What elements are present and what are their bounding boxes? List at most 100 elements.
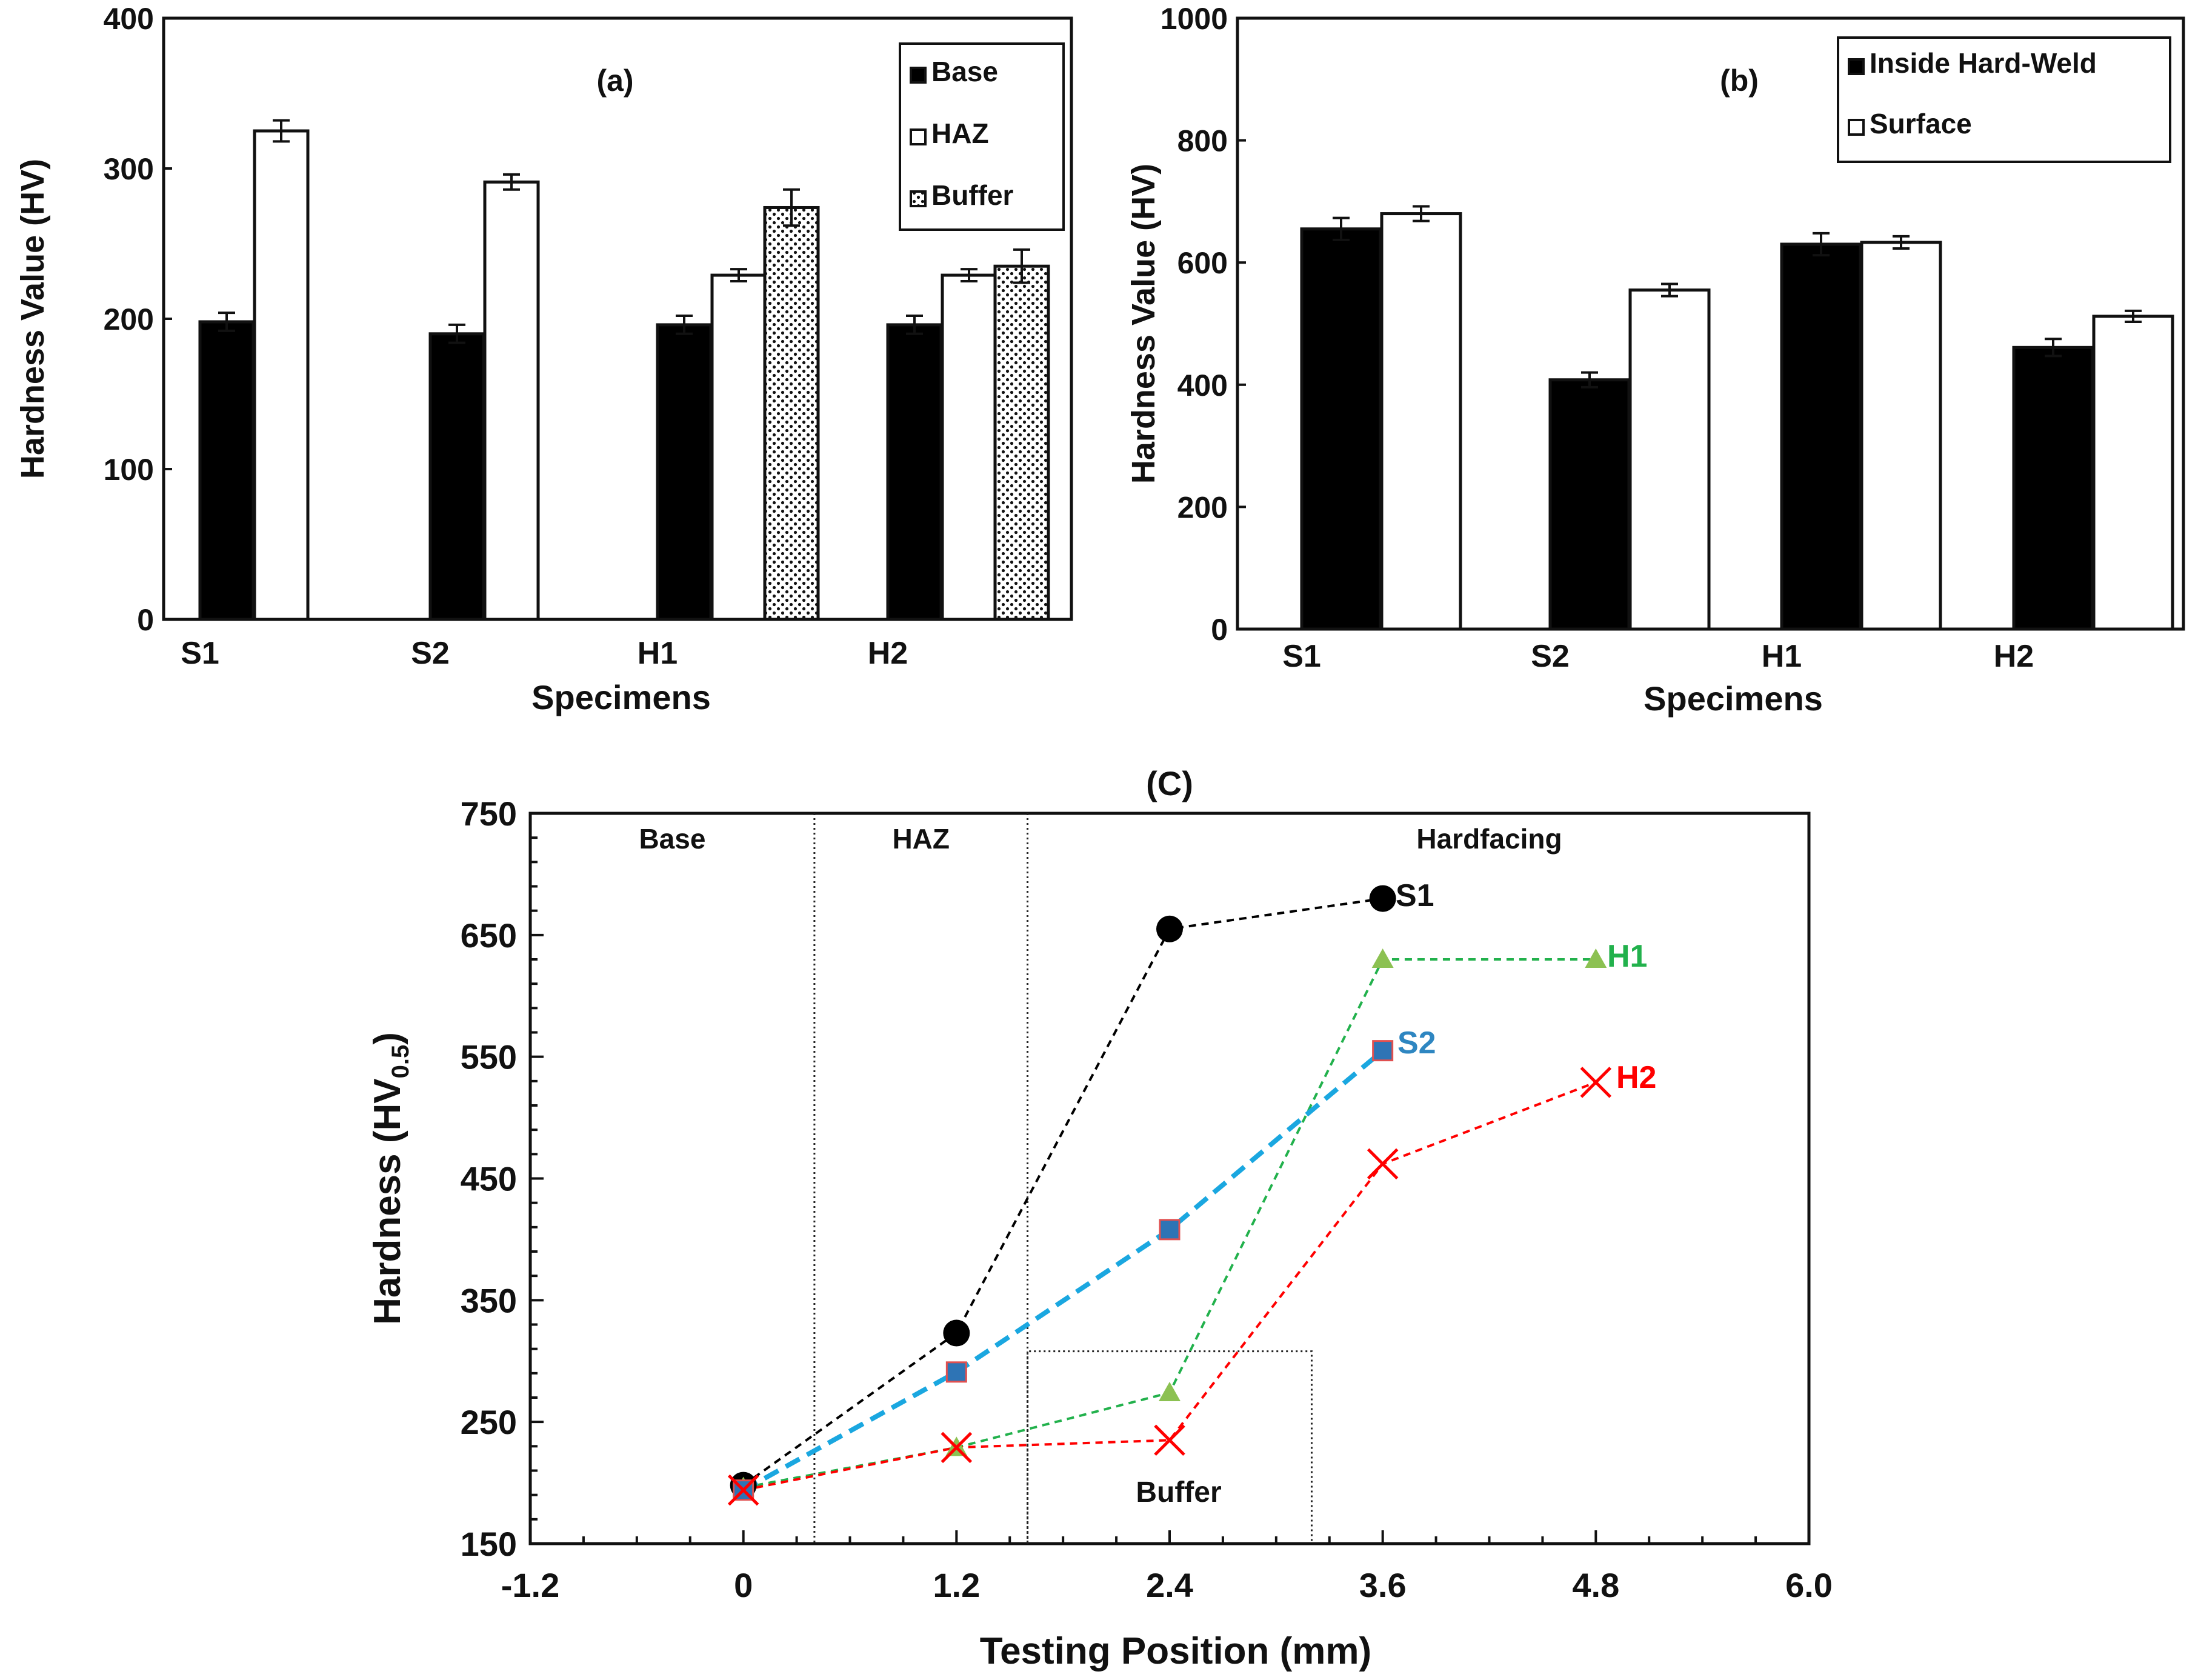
panel-label: (b) [1720,64,1759,98]
marker-s2 [1159,1219,1181,1241]
series-line-s2 [742,1048,1385,1493]
y-tick-label: 100 [104,453,154,487]
legend-swatch [910,128,927,145]
marker-s2 [1372,1040,1394,1062]
marker-s2 [945,1361,967,1383]
legend-swatch [1848,119,1865,136]
bar-inside-hard-weld [2012,345,2094,631]
marker-h2 [1154,1424,1185,1456]
y-axis-label-end: ) [367,1032,408,1045]
bar-surface [1628,288,1711,631]
bar-surface [1860,241,1942,631]
panel-label: (C) [1146,764,1193,802]
x-tick-label: 2.4 [1146,1566,1193,1604]
x-tick-label: -1.2 [501,1566,560,1604]
bar-inside-hard-weld [1780,242,1862,631]
y-tick-label: 400 [104,2,154,36]
x-axis-label: Specimens [1644,679,1823,718]
series-label-h1: H1 [1607,939,1647,974]
legend-label: Inside Hard-Weld [1870,47,2097,79]
y-tick-label: 400 [1177,368,1228,402]
panel-label: (a) [596,64,633,98]
x-axis-label: Testing Position (mm) [980,1630,1371,1672]
x-tick-label: 6.0 [1785,1566,1833,1604]
marker-h2 [727,1474,759,1506]
y-tick-label: 200 [1177,490,1228,524]
marker-h1 [1159,1381,1181,1401]
series-line-h2 [743,1081,1597,1492]
marker-s1 [1156,915,1183,942]
panel-b-hardness-bar-chart: 0 200 400 600 800 1000 Hardness Value (HV) Spec… [1125,2,2185,718]
x-tick-label: 3.6 [1359,1566,1407,1604]
y-axis-label-subscript: 0.5 [387,1045,414,1079]
marker-h2 [941,1432,973,1464]
marker-s1 [943,1319,970,1347]
y-tick-label: 550 [461,1038,517,1076]
x-tick-label: 4.8 [1572,1566,1619,1604]
y-tick-label: 300 [104,152,154,186]
category-label: H1 [638,636,678,671]
y-tick-label: 0 [137,603,154,637]
category-label: S2 [1531,639,1570,674]
panel-c-hardness-profile-chart: -1.2 0 1.2 2.4 3.6 4.8 6.0 150 250 350 450 550 650 75… [367,764,1833,1672]
legend-label: Buffer [931,179,1014,211]
category-label: S2 [411,636,450,671]
bar-haz [253,129,310,621]
legend-box [899,42,1065,231]
legend-swatch [1848,58,1865,75]
y-tick-label: 350 [461,1281,517,1319]
bar-buffer [993,264,1050,621]
y-tick-label: 150 [461,1525,517,1563]
bar-surface [1380,212,1462,631]
y-tick-label: 1000 [1161,2,1228,36]
series-label-s2: S2 [1397,1025,1436,1061]
marker-h2 [1580,1067,1612,1098]
bar-haz [483,180,540,621]
legend-label: HAZ [931,118,989,149]
marker-h2 [1367,1148,1399,1180]
buffer-box [1027,1350,1313,1544]
y-axis-label: Hardness Value (HV) [15,159,51,479]
bar-base [886,323,943,621]
category-label: H2 [1994,639,2034,674]
bar-buffer [763,205,820,621]
y-axis-label: Hardness Value (HV) [1125,164,1162,484]
category-label: S1 [181,636,219,671]
legend-label: Base [931,56,998,87]
region-label: Hardfacing [1416,823,1562,855]
category-label: H2 [868,636,908,671]
bar-base [428,332,485,621]
region-label: Base [639,823,705,855]
region-label: HAZ [892,823,950,855]
series-label-s1: S1 [1396,878,1434,913]
marker-h1 [1585,948,1607,968]
bar-inside-hard-weld [1300,227,1382,631]
y-tick-label: 450 [461,1160,517,1198]
series-line-s1 [742,897,1383,1487]
y-axis-label-main: Hardness (HV [367,1078,408,1325]
legend-swatch [910,67,927,84]
panel-a-hardness-bar-chart: 0 100 200 300 400 Hardness Value (HV) Specimen… [15,2,1073,716]
y-axis-label: Hardness (HV0.5) [367,1032,414,1325]
y-tick-label: 250 [461,1403,517,1441]
bar-inside-hard-weld [1548,378,1631,631]
legend-swatch [910,190,927,207]
bar-base [198,320,255,621]
marker-s1 [1369,885,1396,912]
category-label: S1 [1282,639,1321,674]
y-tick-label: 800 [1177,124,1228,158]
y-tick-label: 750 [461,795,517,833]
y-tick-label: 650 [461,916,517,955]
x-tick-label: 0 [734,1566,753,1604]
x-tick-label: 1.2 [933,1566,980,1604]
marker-h1 [1371,948,1394,968]
x-axis-label: Specimens [531,678,711,716]
bar-haz [710,273,767,621]
bar-haz [941,273,997,621]
buffer-label: Buffer [1136,1476,1221,1508]
y-tick-label: 0 [1211,613,1228,647]
legend-box [1837,36,2171,163]
y-tick-label: 600 [1177,246,1228,280]
legend-label: Surface [1870,108,1972,139]
